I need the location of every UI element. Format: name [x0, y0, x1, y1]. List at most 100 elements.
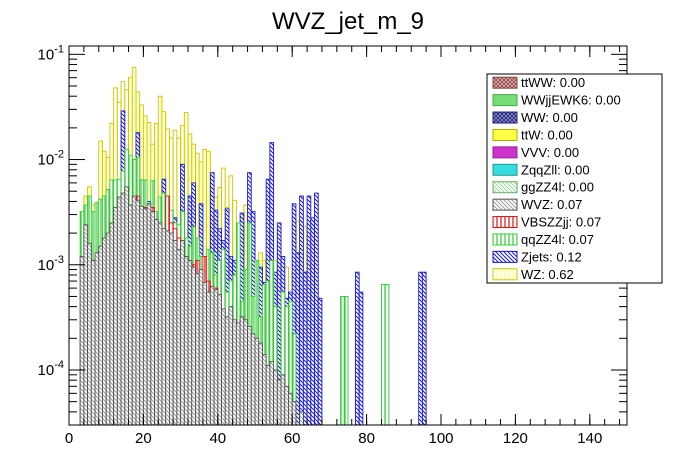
x-tick-label: 120 — [503, 430, 528, 447]
bar-zjets — [306, 195, 312, 426]
bar-wvz — [265, 365, 271, 426]
bar-wvz — [187, 259, 193, 426]
bar-wvz — [261, 354, 267, 426]
x-tick-label: 60 — [284, 430, 301, 447]
legend: ttWW: 0.00 WWjjEWK6: 0.00 WW: 0.00 ttW: 0.0… — [486, 73, 663, 284]
bar-wvz — [124, 186, 129, 426]
bar-wvz — [228, 306, 234, 426]
bar-wvz — [191, 266, 196, 426]
bar-wvz — [288, 392, 293, 426]
bar-wvz — [105, 232, 111, 426]
bar-wvz — [276, 379, 282, 426]
y-tick-label: 10-1 — [38, 43, 64, 63]
bar-wvz — [243, 319, 249, 426]
bar-zjets — [418, 271, 423, 426]
bar-wvz — [232, 319, 237, 426]
legend-label-wwjjewk6: WWjjEWK6: 0.00 — [521, 93, 621, 108]
bar-wvz — [87, 242, 92, 426]
bar-wvz — [176, 248, 182, 426]
legend-label-ww: WW: 0.00 — [521, 110, 578, 125]
legend-label-ttww: ttWW: 0.00 — [521, 75, 585, 90]
y-tick-label: 10-2 — [38, 149, 64, 169]
bar-wvz — [154, 218, 159, 426]
bar-zjets — [295, 252, 301, 426]
bar-wvz — [142, 208, 148, 426]
bar-zjets — [302, 271, 308, 426]
y-tick-label: 10-3 — [38, 254, 64, 274]
bar-wvz — [109, 222, 115, 426]
bar-zjets — [358, 291, 364, 426]
legend-label-vvv: VVV: 0.00 — [521, 145, 579, 160]
x-tick-label: 0 — [65, 430, 73, 447]
legend-label-zjets: Zjets: 0.12 — [521, 249, 582, 264]
bar-wvz — [172, 240, 178, 426]
bar-zjets — [299, 195, 304, 426]
bar-wvz — [98, 245, 103, 426]
bar-wvz — [250, 333, 256, 426]
bar-zjets — [421, 271, 427, 426]
legend-label-ttw: ttW: 0.00 — [521, 127, 573, 142]
x-tick-label: 80 — [358, 430, 375, 447]
legend-swatch-qqzz4l — [492, 233, 518, 246]
legend-swatch-vvv — [492, 146, 518, 159]
bar-wvz — [221, 308, 226, 426]
bar-zjets — [310, 217, 315, 426]
bar-wvz — [247, 325, 252, 426]
legend-swatch-zjets — [492, 250, 518, 263]
bar-zjets — [354, 271, 360, 426]
bars-layer — [79, 67, 427, 426]
x-tick-label: 20 — [135, 430, 152, 447]
legend-label-qqzz4l: qqZZ4l: 0.07 — [521, 232, 594, 247]
legend-label-ggzz4l: ggZZ4l: 0.00 — [521, 180, 594, 195]
bar-wvz — [83, 224, 89, 426]
legend-box — [486, 73, 663, 284]
bar-zjets — [317, 297, 323, 426]
bar-qqzz4l — [343, 295, 349, 426]
bar-wvz — [180, 240, 185, 426]
bar-wvz — [128, 204, 133, 426]
bar-wvz — [79, 255, 85, 426]
bar-wvz — [224, 316, 230, 426]
bar-wvz — [183, 255, 189, 426]
x-tick-label: 40 — [209, 430, 226, 447]
bar-wvz — [202, 281, 208, 426]
bar-wvz — [209, 286, 215, 426]
legend-swatch-ttww — [492, 76, 518, 89]
bar-wvz — [135, 199, 141, 426]
bar-wvz — [291, 401, 297, 426]
bar-wvz — [168, 232, 174, 426]
bar-wvz — [161, 228, 167, 426]
bar-wvz — [235, 322, 241, 426]
legend-swatch-ggzz4l — [492, 181, 518, 194]
x-tick-label: 140 — [577, 430, 602, 447]
bar-wvz — [116, 196, 122, 426]
bar-wvz — [217, 294, 222, 426]
legend-label-vbszzjj: VBSZZjj: 0.07 — [521, 215, 601, 230]
legend-swatch-ww — [492, 111, 518, 124]
bar-wvz — [146, 203, 152, 426]
bar-wvz — [113, 207, 118, 426]
bar-wvz — [198, 269, 204, 426]
legend-swatch-ttw — [492, 128, 518, 141]
bar-wvz — [280, 374, 286, 426]
bar-wvz — [213, 289, 219, 426]
bar-wvz — [94, 252, 100, 426]
y-tick-label: 10-4 — [38, 359, 64, 379]
legend-swatch-wz — [492, 268, 518, 281]
bar-wvz — [195, 273, 200, 426]
legend-swatch-wvz — [492, 198, 518, 211]
bar-wvz — [254, 337, 260, 426]
bar-qqzz4l — [340, 295, 345, 426]
legend-swatch-zqqzll — [492, 163, 518, 176]
axis-layer: 0 20 40 60 80 100 120 140 10-1 10-2 10-3 10-4 — [38, 43, 627, 447]
bar-zjets — [314, 192, 319, 426]
legend-label-wvz: WVZ: 0.07 — [521, 197, 582, 212]
bar-wvz — [269, 361, 275, 426]
bar-qqzz4l — [384, 284, 390, 426]
bar-wvz — [273, 369, 278, 426]
bar-wvz — [157, 222, 163, 426]
bar-wvz — [284, 385, 289, 426]
bar-wvz — [239, 316, 245, 426]
bar-wvz — [258, 342, 263, 426]
